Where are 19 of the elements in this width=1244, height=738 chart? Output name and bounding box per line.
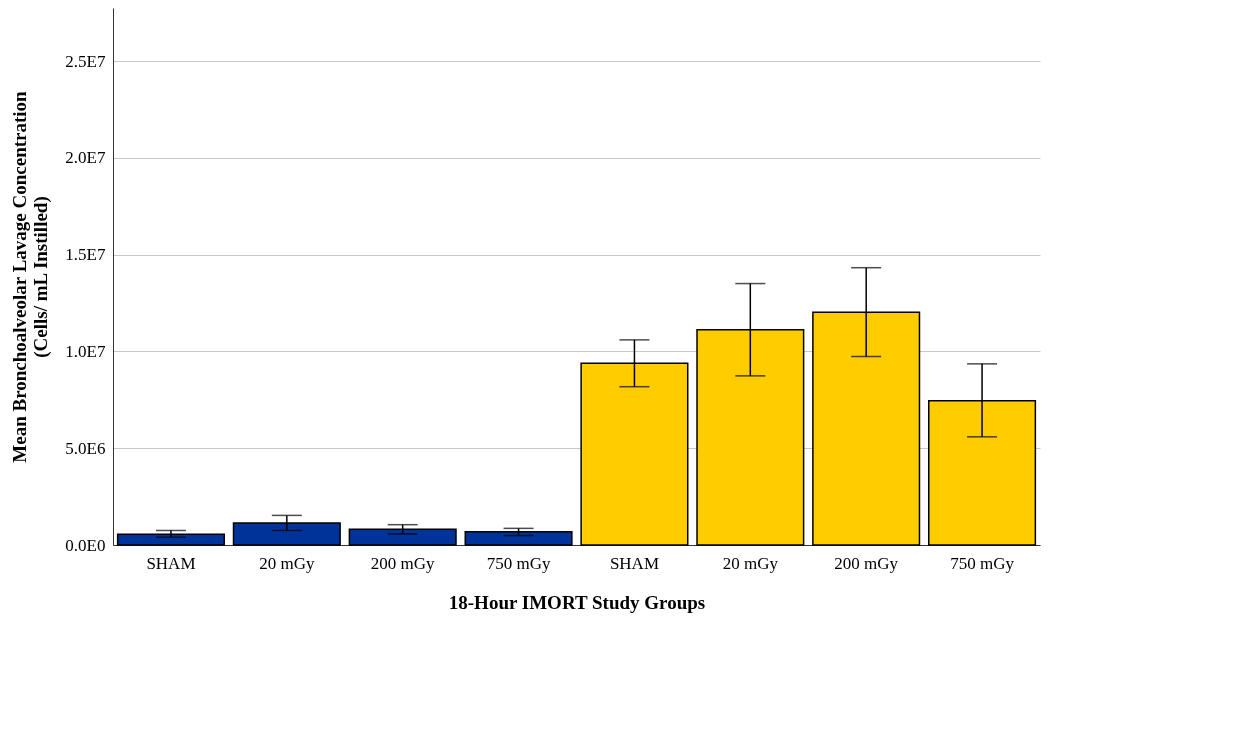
y-tick-label: 2.0E7	[65, 148, 106, 168]
bar	[348, 528, 457, 546]
x-tick-label: 750 mGy	[486, 553, 551, 573]
x-axis-title: 18-Hour IMORT Study Groups	[448, 591, 706, 613]
x-tick-label: 200 mGy	[834, 553, 899, 573]
bar	[116, 533, 225, 546]
x-tick-label: 20 mGy	[722, 553, 779, 573]
x-tick-label: 750 mGy	[950, 553, 1015, 573]
y-tick-label: 2.5E7	[65, 51, 106, 71]
y-tick-label: 5.0E6	[65, 438, 106, 458]
x-tick-label: 200 mGy	[370, 553, 436, 573]
y-axis-title: Mean Bronchoalveolar Lavage Concentration (Cells/ mL Instilled)	[9, 90, 53, 463]
y-tick-label: 1.0E7	[65, 341, 106, 361]
y-tick-label: 0.0E0	[65, 535, 106, 555]
bar	[464, 530, 573, 546]
x-tick-label: 20 mGy	[259, 553, 315, 573]
y-tick-label: 1.5E7	[65, 245, 106, 265]
x-tick-label: SHAM	[609, 553, 659, 573]
x-tick-label: SHAM	[146, 553, 196, 573]
